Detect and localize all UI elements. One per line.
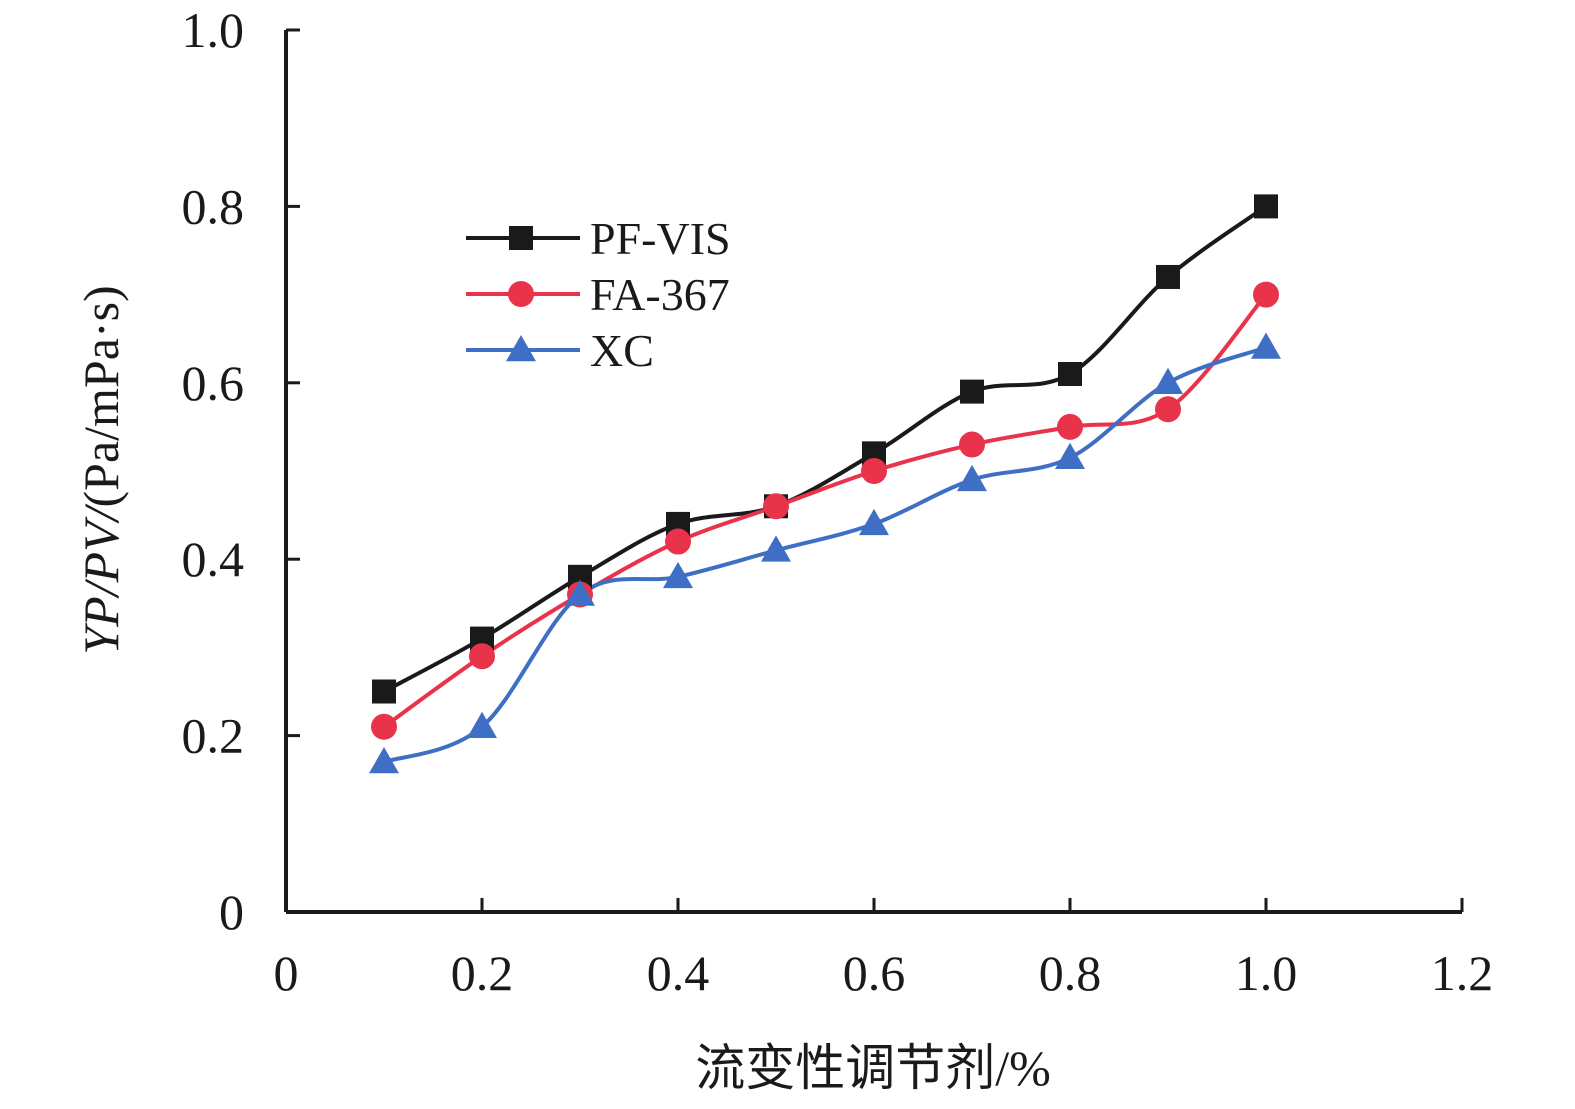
series-line-pf-vis (383, 204, 1268, 694)
legend-label-pf-vis: PF-VIS (590, 213, 731, 264)
x-tick-label: 0.8 (1039, 945, 1102, 1001)
data-point-fa-367 (371, 713, 397, 740)
data-point-xc (957, 464, 987, 492)
y-axis-title: YP/PV/(Pa/mPa·s) (73, 285, 129, 654)
data-point-pf-vis (960, 379, 984, 404)
axes: 0 0.2 0.4 0.6 0.8 1.0 1.2 0 0.2 0.4 0.6 0.8 1.0 (182, 2, 1494, 1001)
legend-marker-xc (506, 335, 536, 362)
data-point-xc (1055, 442, 1085, 470)
legend-marker-pf-vis (509, 226, 533, 250)
data-point-fa-367 (959, 431, 985, 458)
data-point-xc (1251, 332, 1281, 359)
data-point-fa-367 (1057, 413, 1083, 440)
y-tick-label: 0 (219, 884, 244, 940)
data-point-fa-367 (763, 493, 789, 520)
data-point-pf-vis (1156, 264, 1180, 289)
data-point-pf-vis (372, 679, 396, 704)
y-axis-title-italic: YP/PV/ (73, 503, 129, 654)
data-point-xc (369, 747, 399, 774)
y-tick-label: 0.4 (182, 531, 245, 587)
data-point-xc (467, 711, 497, 739)
data-point-fa-367 (665, 528, 691, 555)
x-tick-label: 0 (274, 945, 299, 1001)
data-point-fa-367 (1253, 281, 1279, 308)
data-point-xc (565, 579, 595, 606)
data-point-xc (859, 508, 889, 536)
x-tick-label: 0.6 (843, 945, 906, 1001)
legend-label-xc: XC (590, 325, 654, 376)
data-point-fa-367 (1155, 396, 1181, 423)
y-tick-label: 0.8 (182, 178, 245, 234)
data-point-pf-vis (1254, 194, 1278, 219)
x-tick-label: 1.0 (1235, 945, 1298, 1001)
data-point-fa-367 (861, 458, 887, 484)
data-point-pf-vis (1058, 361, 1082, 386)
series-line-xc (383, 345, 1267, 764)
x-tick-label: 1.2 (1431, 945, 1494, 1001)
y-tick-label: 0.2 (182, 708, 245, 764)
x-tick-label: 0.2 (451, 945, 514, 1001)
data-point-xc (761, 535, 791, 562)
series-markers (369, 194, 1281, 774)
legend-marker-fa-367 (508, 281, 534, 307)
series-line-fa-367 (382, 293, 1268, 729)
y-tick-label: 0.6 (182, 355, 245, 411)
x-tick-label: 0.4 (647, 945, 710, 1001)
series-lines (382, 204, 1268, 764)
y-axis-title-unit: (Pa/mPa·s) (73, 285, 129, 507)
data-point-xc (1153, 367, 1183, 395)
legend-label-fa-367: FA-367 (590, 269, 730, 320)
y-tick-label: 1.0 (182, 2, 245, 58)
data-point-xc (663, 561, 693, 589)
x-axis-title: 流变性调节剂/% (695, 1040, 1051, 1096)
data-point-fa-367 (469, 643, 495, 670)
